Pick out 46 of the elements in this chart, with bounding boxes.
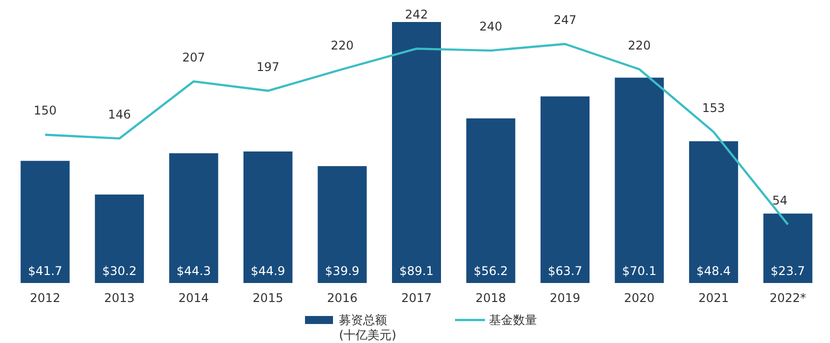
- data-label: 247: [554, 13, 576, 27]
- bar: [20, 160, 70, 283]
- data-label: $44.3: [176, 264, 211, 278]
- data-label: 242: [405, 8, 428, 22]
- x-tick-label: 2019: [550, 291, 580, 305]
- data-label: $41.7: [28, 264, 62, 278]
- x-tick-label: 2014: [178, 291, 209, 305]
- x-tick-label: 2015: [252, 291, 284, 305]
- data-label: 240: [479, 20, 502, 34]
- data-label: 150: [34, 104, 57, 118]
- x-tick-label: 2013: [104, 291, 135, 305]
- bar: [243, 151, 292, 283]
- data-label: $89.1: [399, 264, 434, 278]
- data-label: $48.4: [696, 264, 731, 278]
- x-tick-label: 2016: [326, 291, 358, 305]
- bar: [540, 96, 590, 283]
- data-label: $56.2: [474, 264, 508, 278]
- data-label: $44.9: [250, 264, 286, 278]
- data-label: 207: [182, 50, 206, 64]
- bar: [763, 214, 812, 283]
- x-tick-label: 2017: [401, 291, 432, 305]
- x-tick-label: 2012: [30, 291, 60, 305]
- bar: [169, 153, 218, 283]
- data-label: 54: [772, 194, 788, 208]
- data-label: $70.1: [622, 264, 656, 278]
- bar: [392, 22, 441, 283]
- bar: [318, 166, 367, 283]
- data-label: 146: [108, 107, 131, 122]
- data-label: 197: [256, 60, 280, 74]
- x-tick-label: 2022*: [770, 291, 806, 305]
- x-tick-label: 2021: [698, 291, 729, 305]
- data-label: $30.2: [102, 264, 137, 278]
- data-label: 220: [628, 38, 651, 52]
- bar: [466, 118, 516, 283]
- data-label: $39.9: [325, 264, 360, 278]
- bar: [614, 78, 664, 283]
- legend-label: 基金数量: [489, 313, 537, 327]
- x-tick-label: 2018: [476, 291, 506, 305]
- data-label: 153: [702, 100, 726, 115]
- data-label: $23.7: [770, 264, 806, 278]
- data-label: $63.7: [548, 264, 582, 278]
- bar: [689, 141, 738, 283]
- legend-label: 募资总额 (十亿美元): [339, 313, 396, 342]
- bar: [94, 194, 144, 283]
- data-label: 220: [330, 38, 354, 52]
- x-tick-label: 2020: [624, 291, 655, 305]
